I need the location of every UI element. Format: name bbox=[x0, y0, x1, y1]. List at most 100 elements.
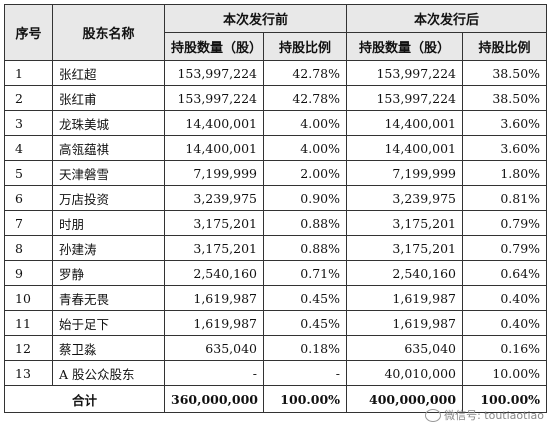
row-after-shares: 14,400,001 bbox=[346, 135, 464, 161]
shareholder-table: 序号 股东名称 本次发行前 本次发行后 持股数量（股） 持股比例 持股数量（股）… bbox=[4, 4, 548, 413]
watermark: 微信号: toutiaotiao bbox=[425, 407, 544, 423]
row-after-shares: 3,175,201 bbox=[346, 210, 464, 236]
col-header-name: 股东名称 bbox=[52, 4, 165, 61]
row-index: 10 bbox=[4, 285, 53, 311]
row-after-ratio: 0.40% bbox=[462, 285, 548, 311]
total-after-ratio: 100.00% bbox=[462, 385, 548, 413]
row-index: 13 bbox=[4, 360, 53, 386]
col-group-before: 本次发行前 bbox=[163, 4, 348, 33]
table-row: 10 青春无畏 1,619,987 0.45% 1,619,987 0.40% bbox=[4, 285, 548, 311]
row-after-shares: 2,540,160 bbox=[346, 260, 464, 286]
col-header-after-shares: 持股数量（股） bbox=[346, 32, 464, 61]
table-row: 9 罗静 2,540,160 0.71% 2,540,160 0.64% bbox=[4, 260, 548, 286]
table-row: 13 A 股公众股东 - -40,010,000 10.00% bbox=[4, 360, 548, 386]
row-before-shares: 7,199,999 bbox=[164, 160, 264, 186]
total-row: 合计 360,000,000 100.00% 400,000,000 100.0… bbox=[4, 385, 548, 413]
row-after-ratio: 0.79% bbox=[462, 235, 548, 261]
row-after-shares: 40,010,000 bbox=[346, 360, 464, 386]
row-before-ratio: 0.71% bbox=[262, 260, 348, 286]
table-row: 1 张红超 153,997,224 42.78% 153,997,224 38.50% bbox=[4, 60, 548, 86]
row-before-shares: 153,997,224 bbox=[164, 85, 264, 111]
row-name: 蔡卫淼 bbox=[52, 335, 165, 361]
row-before-ratio: 0.45% bbox=[262, 285, 348, 311]
row-before-shares: 153,997,224 bbox=[164, 60, 264, 86]
total-before-shares: 360,000,000 bbox=[164, 385, 264, 413]
col-header-after-ratio: 持股比例 bbox=[462, 32, 548, 61]
row-name: 张红超 bbox=[52, 60, 165, 86]
header-row-top: 序号 股东名称 本次发行前 本次发行后 bbox=[4, 4, 548, 61]
row-index: 3 bbox=[4, 110, 53, 136]
wechat-icon bbox=[425, 408, 442, 422]
row-before-ratio: 0.18% bbox=[262, 335, 348, 361]
row-after-shares: 153,997,224 bbox=[346, 85, 464, 111]
row-before-ratio: 0.88% bbox=[262, 210, 348, 236]
row-index: 12 bbox=[4, 335, 53, 361]
row-after-ratio: 0.16% bbox=[462, 335, 548, 361]
table-row: 3 龙珠美城 14,400,001 4.00% 14,400,001 3.60% bbox=[4, 110, 548, 136]
row-index: 11 bbox=[4, 310, 53, 336]
table-row: 8 孙建涛 3,175,201 0.88% 3,175,201 0.79% bbox=[4, 235, 548, 261]
total-before-ratio: 100.00% bbox=[262, 385, 348, 413]
row-after-ratio: 0.64% bbox=[462, 260, 548, 286]
row-name: 万店投资 bbox=[52, 185, 165, 211]
row-index: 8 bbox=[4, 235, 53, 261]
row-after-shares: 1,619,987 bbox=[346, 285, 464, 311]
row-before-ratio: 4.00% bbox=[262, 110, 348, 136]
row-after-ratio: 10.00% bbox=[462, 360, 548, 386]
row-before-ratio: 0.88% bbox=[262, 235, 348, 261]
row-name: 始于足下 bbox=[52, 310, 165, 336]
row-index: 4 bbox=[4, 135, 53, 161]
total-after-shares: 400,000,000 bbox=[346, 385, 464, 413]
row-index: 2 bbox=[4, 85, 53, 111]
row-before-ratio: 4.00% bbox=[262, 135, 348, 161]
col-group-after: 本次发行后 bbox=[346, 4, 548, 33]
row-after-ratio: 3.60% bbox=[462, 110, 548, 136]
row-after-shares: 14,400,001 bbox=[346, 110, 464, 136]
row-before-shares: 2,540,160 bbox=[164, 260, 264, 286]
row-before-shares: 3,175,201 bbox=[164, 210, 264, 236]
row-index: 6 bbox=[4, 185, 53, 211]
row-before-ratio: 2.00% bbox=[262, 160, 348, 186]
row-before-shares: - bbox=[164, 360, 264, 386]
col-header-idx: 序号 bbox=[4, 4, 53, 61]
row-after-shares: 153,997,224 bbox=[346, 60, 464, 86]
row-before-ratio: 42.78% bbox=[262, 60, 348, 86]
row-name: 青春无畏 bbox=[52, 285, 165, 311]
table-row: 7 时朋 3,175,201 0.88% 3,175,201 0.79% bbox=[4, 210, 548, 236]
row-name: 张红甫 bbox=[52, 85, 165, 111]
row-name: 孙建涛 bbox=[52, 235, 165, 261]
total-label: 合计 bbox=[4, 385, 165, 413]
row-name: 龙珠美城 bbox=[52, 110, 165, 136]
col-header-before-shares: 持股数量（股） bbox=[164, 32, 264, 61]
row-after-ratio: 1.80% bbox=[462, 160, 548, 186]
row-name: A 股公众股东 bbox=[52, 360, 165, 386]
row-after-ratio: 38.50% bbox=[462, 60, 548, 86]
table-row: 2 张红甫 153,997,224 42.78% 153,997,224 38.50% bbox=[4, 85, 548, 111]
table-row: 4 高瓴蕴祺 14,400,001 4.00% 14,400,001 3.60% bbox=[4, 135, 548, 161]
row-before-ratio: 0.90% bbox=[262, 185, 348, 211]
table-row: 11 始于足下 1,619,987 0.45% 1,619,987 0.40% bbox=[4, 310, 548, 336]
row-after-shares: 3,239,975 bbox=[346, 185, 464, 211]
row-before-shares: 14,400,001 bbox=[164, 110, 264, 136]
row-index: 9 bbox=[4, 260, 53, 286]
row-name: 天津磐雪 bbox=[52, 160, 165, 186]
row-name: 罗静 bbox=[52, 260, 165, 286]
row-index: 5 bbox=[4, 160, 53, 186]
row-index: 1 bbox=[4, 60, 53, 86]
row-before-shares: 1,619,987 bbox=[164, 285, 264, 311]
row-before-shares: 635,040 bbox=[164, 335, 264, 361]
row-before-shares: 14,400,001 bbox=[164, 135, 264, 161]
row-after-shares: 1,619,987 bbox=[346, 310, 464, 336]
table-row: 6 万店投资 3,239,975 0.90% 3,239,975 0.81% bbox=[4, 185, 548, 211]
row-after-ratio: 0.40% bbox=[462, 310, 548, 336]
table-row: 5 天津磐雪 7,199,999 2.00% 7,199,999 1.80% bbox=[4, 160, 548, 186]
header-row-sub: 持股数量（股） 持股比例 持股数量（股） 持股比例 bbox=[5, 32, 548, 61]
table-row: 12 蔡卫淼 635,040 0.18% 635,040 0.16% bbox=[4, 335, 548, 361]
row-before-ratio: 0.45% bbox=[262, 310, 348, 336]
row-after-ratio: 3.60% bbox=[462, 135, 548, 161]
row-before-shares: 3,175,201 bbox=[164, 235, 264, 261]
row-name: 高瓴蕴祺 bbox=[52, 135, 165, 161]
row-before-shares: 1,619,987 bbox=[164, 310, 264, 336]
row-before-ratio: - bbox=[262, 360, 348, 386]
col-header-before-ratio: 持股比例 bbox=[262, 32, 348, 61]
